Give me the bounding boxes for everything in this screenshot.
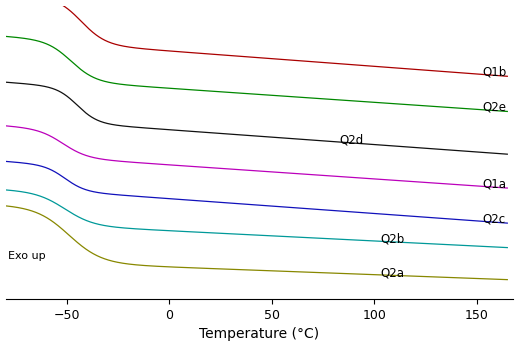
X-axis label: Temperature (°C): Temperature (°C): [199, 328, 320, 341]
Text: Q2a: Q2a: [380, 266, 404, 279]
Text: Q1a: Q1a: [483, 177, 507, 191]
Text: Q1b: Q1b: [483, 66, 507, 78]
Text: Q2c: Q2c: [483, 212, 506, 225]
Text: Q2d: Q2d: [339, 133, 364, 146]
Text: Q2e: Q2e: [483, 101, 507, 114]
Text: Exo up: Exo up: [8, 251, 45, 261]
Text: Q2b: Q2b: [380, 232, 405, 245]
